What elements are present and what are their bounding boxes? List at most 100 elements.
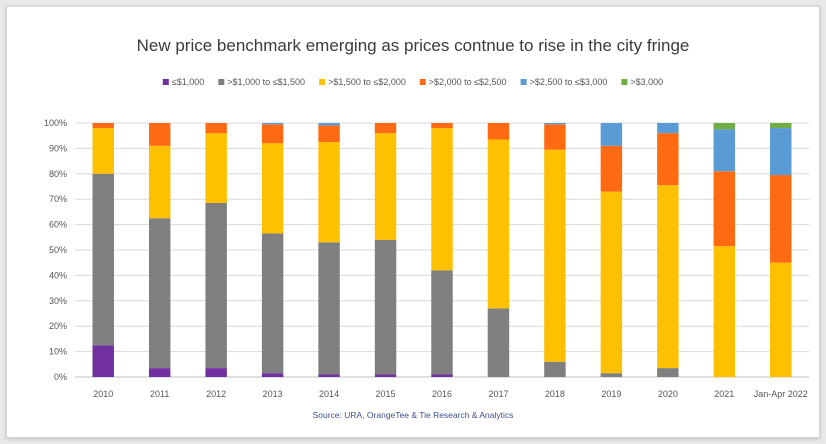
bar-stack: [770, 123, 792, 377]
y-tick-label: 40%: [49, 270, 67, 280]
bar-segment: [92, 345, 114, 377]
legend-label: >$2,000 to ≤$2,500: [429, 77, 507, 87]
x-tick-label: 2010: [93, 389, 113, 399]
bar-segment: [657, 185, 679, 369]
bar-segment: [92, 128, 114, 174]
bar-segment: [148, 218, 171, 369]
bar-segment: [657, 123, 679, 134]
legend-item: >$3,000: [621, 77, 663, 87]
bar-segment: [544, 149, 566, 362]
bar-segment: [374, 133, 397, 240]
bar-segment: [713, 129, 736, 172]
bar-segment: [600, 191, 623, 374]
y-tick-label: 80%: [49, 169, 67, 179]
bar-segment: [431, 128, 453, 271]
bar-segment: [544, 361, 566, 377]
y-axis: 0% 10% 20% 30% 40% 50% 60% 70% 80% 90% 100%: [44, 118, 67, 382]
bar-segment: [770, 262, 792, 377]
bar-segment: [600, 145, 623, 192]
bar-stack: [600, 123, 623, 377]
bar-segment: [261, 233, 284, 374]
bar-stack: [487, 123, 510, 377]
chart-card: New price benchmark emerging as prices c…: [6, 6, 820, 438]
bar-segment: [544, 123, 566, 125]
y-tick-label: 10%: [49, 347, 67, 357]
bar-stack: [261, 123, 284, 377]
bar-segment: [205, 133, 227, 204]
bar-segment: [261, 123, 284, 125]
legend-item: >$1,000 to ≤$1,500: [218, 77, 305, 87]
legend-label: >$1,000 to ≤$1,500: [227, 77, 305, 87]
chart-title: New price benchmark emerging as prices c…: [137, 36, 690, 55]
x-tick-label: 2011: [150, 389, 169, 399]
y-tick-label: 60%: [49, 220, 67, 230]
bar-segment: [713, 246, 736, 377]
bar-stack: [92, 123, 114, 377]
bar-segment: [544, 124, 566, 150]
x-tick-label: 2019: [601, 389, 621, 399]
source-note: Source: URA, OrangeTee & Tie Research & …: [313, 410, 514, 420]
bar-segment: [318, 142, 340, 243]
bar-segment: [148, 145, 171, 219]
bar-segment: [261, 373, 284, 377]
bar-stack: [205, 123, 227, 377]
x-tick-label: 2012: [206, 389, 226, 399]
bar-segment: [600, 373, 623, 377]
bar-segment: [431, 374, 453, 377]
y-tick-label: 50%: [49, 245, 67, 255]
bars: [92, 123, 792, 377]
y-tick-label: 70%: [49, 194, 67, 204]
bar-segment: [770, 128, 792, 176]
legend-swatch: [621, 79, 628, 85]
bar-segment: [657, 133, 679, 186]
bar-stack: [374, 123, 397, 377]
y-tick-label: 20%: [49, 321, 67, 331]
bar-segment: [770, 123, 792, 129]
bar-segment: [92, 123, 114, 129]
legend-swatch: [319, 79, 326, 85]
bar-stack: [148, 123, 171, 377]
bar-segment: [431, 270, 453, 375]
bar-segment: [600, 123, 623, 146]
bar-segment: [318, 242, 340, 375]
bar-segment: [261, 143, 284, 234]
bar-segment: [487, 139, 510, 309]
x-tick-label: 2015: [376, 389, 396, 399]
bar-segment: [261, 124, 284, 144]
legend-item: >$2,000 to ≤$2,500: [419, 77, 507, 87]
x-tick-label: 2021: [714, 389, 734, 399]
y-tick-label: 30%: [49, 296, 67, 306]
legend-label: ≤$1,000: [172, 77, 204, 87]
bar-segment: [487, 123, 510, 140]
bar-stack: [713, 123, 736, 377]
bar-stack: [318, 123, 340, 377]
bar-segment: [770, 175, 792, 263]
legend-swatch: [162, 79, 169, 85]
y-tick-label: 90%: [49, 143, 67, 153]
bar-stack: [431, 123, 453, 377]
legend-label: >$1,500 to ≤$2,000: [328, 77, 406, 87]
x-tick-label: 2016: [432, 389, 452, 399]
x-tick-label: Jan-Apr 2022: [754, 389, 808, 399]
legend-item: ≤$1,000: [162, 77, 204, 87]
x-tick-label: 2014: [319, 389, 339, 399]
bar-segment: [148, 368, 171, 377]
bar-segment: [657, 368, 679, 377]
legend-label: >$3,000: [630, 77, 663, 87]
legend-label: >$2,500 to ≤$3,000: [530, 77, 608, 87]
x-tick-label: 2020: [658, 389, 678, 399]
y-tick-label: 0%: [54, 372, 67, 382]
bar-stack: [544, 123, 566, 377]
bar-segment: [374, 374, 397, 377]
x-tick-label: 2018: [545, 389, 565, 399]
bar-segment: [431, 123, 453, 129]
bar-segment: [713, 171, 736, 247]
bar-segment: [374, 123, 397, 134]
bar-segment: [713, 123, 736, 130]
x-axis: 2010 2011 2012 2013 2014 2015 2016 2017 2018 2019…: [93, 389, 808, 399]
bar-segment: [205, 368, 227, 377]
legend: ≤$1,000 >$1,000 to ≤$1,500 >$1,500 to ≤$2,…: [162, 77, 663, 87]
x-tick-label: 2013: [263, 389, 283, 399]
legend-swatch: [520, 79, 527, 85]
y-tick-label: 100%: [44, 118, 67, 128]
